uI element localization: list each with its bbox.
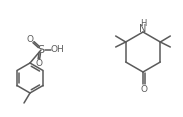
Text: O: O bbox=[141, 84, 147, 93]
Text: N: N bbox=[139, 24, 147, 33]
Text: O: O bbox=[27, 35, 33, 44]
Text: OH: OH bbox=[50, 46, 64, 55]
Text: H: H bbox=[140, 20, 146, 29]
Text: O: O bbox=[36, 58, 42, 68]
Text: S: S bbox=[38, 45, 45, 55]
